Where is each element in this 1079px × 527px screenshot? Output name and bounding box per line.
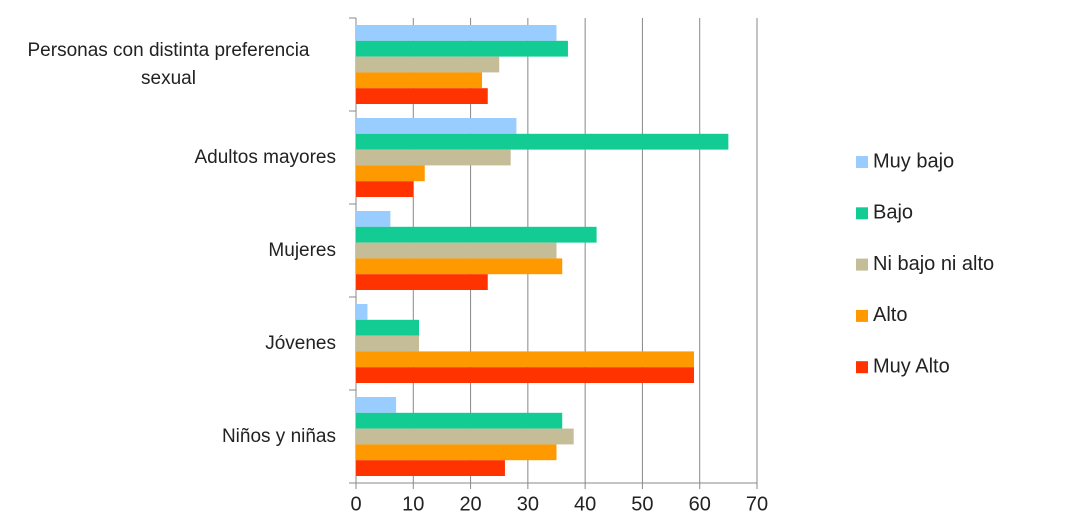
y-tick-label: Adultos mayores bbox=[194, 146, 336, 168]
bar bbox=[356, 319, 420, 336]
legend-swatch bbox=[856, 207, 868, 220]
bar bbox=[356, 412, 563, 429]
bar bbox=[356, 181, 414, 197]
bar bbox=[356, 40, 568, 57]
legend-label: Muy bajo bbox=[873, 150, 954, 172]
legend-swatch bbox=[856, 258, 868, 271]
bar bbox=[356, 25, 557, 41]
bar bbox=[356, 428, 574, 445]
x-tick-label: 50 bbox=[631, 493, 653, 515]
bar bbox=[356, 335, 420, 352]
bar bbox=[356, 226, 597, 243]
legend-swatch bbox=[856, 361, 868, 374]
bar bbox=[356, 351, 694, 368]
x-tick-label: 10 bbox=[402, 493, 424, 515]
bar bbox=[356, 274, 488, 290]
bar bbox=[356, 88, 488, 104]
bar bbox=[356, 118, 517, 134]
bar bbox=[356, 72, 483, 89]
bar bbox=[356, 304, 368, 320]
x-tick-label: 40 bbox=[574, 493, 596, 515]
bar bbox=[356, 242, 557, 259]
bar bbox=[356, 444, 557, 461]
x-tick-label: 30 bbox=[517, 493, 539, 515]
legend-swatch bbox=[856, 309, 868, 322]
bar bbox=[356, 211, 391, 227]
x-tick-label: 70 bbox=[746, 493, 768, 515]
x-tick-label: 20 bbox=[459, 493, 481, 515]
bar bbox=[356, 258, 563, 275]
bar bbox=[356, 56, 500, 73]
bar bbox=[356, 397, 397, 413]
y-tick-label: Niños y niñas bbox=[221, 425, 336, 447]
legend-swatch bbox=[856, 156, 868, 168]
x-tick-label: 0 bbox=[350, 493, 361, 515]
x-tick-label: 60 bbox=[689, 493, 711, 515]
bar bbox=[356, 165, 425, 182]
legend-label: Alto bbox=[873, 304, 907, 326]
y-tick-label: Mujeres bbox=[268, 239, 336, 261]
bar bbox=[356, 133, 729, 150]
legend-label: Muy Alto bbox=[873, 355, 950, 377]
legend-label: Bajo bbox=[873, 202, 913, 224]
bar bbox=[356, 149, 511, 166]
legend-label: Ni bajo ni alto bbox=[873, 253, 994, 275]
y-tick-label: Jóvenes bbox=[265, 332, 336, 354]
y-tick-label: Personas con distinta preferencia sexual bbox=[27, 39, 310, 89]
bar bbox=[356, 367, 694, 383]
bar bbox=[356, 460, 505, 476]
